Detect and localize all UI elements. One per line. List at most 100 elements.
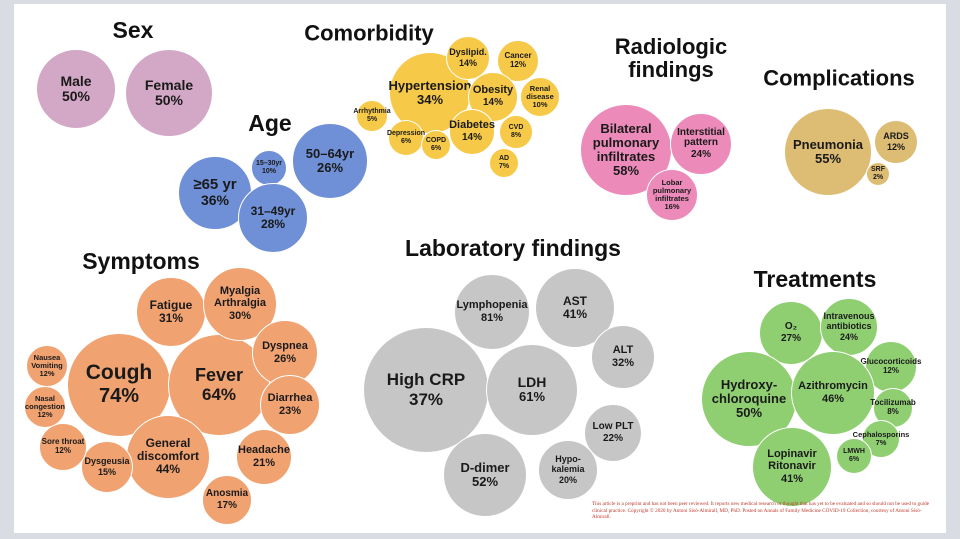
- laboratory-bubble-5: ALT 32%: [591, 325, 655, 389]
- symptoms-bubble-value: 12%: [37, 409, 53, 419]
- treatments-bubble-label: Lopinavir Ritonavir: [767, 447, 817, 472]
- symptoms-bubble-label: Dyspnea: [262, 339, 308, 352]
- age-bubble-3: 50–64yr 26%: [292, 123, 368, 199]
- radiologic-bubble-3: Lobar pulmonary infiltrates 16%: [646, 169, 698, 221]
- treatments-bubble-label: Cephalosporins: [852, 429, 910, 439]
- symptoms-bubble-8: General discomfort 44%: [126, 415, 210, 499]
- symptoms-bubble-value: 64%: [201, 385, 237, 405]
- treatments-bubble-5: Azithromycin 46%: [791, 351, 875, 435]
- comorbidity-bubble-value: 6%: [430, 144, 442, 152]
- radiologic-bubble-value: 58%: [612, 162, 640, 178]
- comorbidity-bubble-value: 6%: [400, 137, 412, 145]
- treatments-bubble-label: Azithromycin: [798, 379, 868, 392]
- complications-bubble-label: Pneumonia: [792, 136, 864, 152]
- symptoms-bubble-value: 26%: [273, 352, 297, 365]
- laboratory-bubble-label: LDH: [517, 374, 547, 391]
- complications-bubble-label: SRF: [871, 166, 885, 174]
- treatments-bubble-value: 24%: [839, 331, 858, 342]
- sex-bubble-2: Female 50%: [125, 49, 213, 137]
- comorbidity-bubble-11: AD 7%: [489, 148, 519, 178]
- symptoms-bubble-3: Fatigue 31%: [136, 277, 206, 347]
- symptoms-bubble-label: Nasal congestion: [25, 393, 66, 411]
- laboratory-bubble-value: 81%: [480, 311, 504, 324]
- comorbidity-bubble-label: Renal disease: [526, 83, 554, 101]
- age-bubble-value: 36%: [200, 192, 230, 209]
- treatments-bubble-2: Intravenous antibiotics 24%: [820, 298, 878, 356]
- comorbidity-bubble-9: Diabetes 14%: [449, 109, 495, 155]
- treatments-bubble-label: Intravenous antibiotics: [823, 311, 875, 331]
- laboratory-bubble-value: 20%: [558, 474, 577, 485]
- treatments-bubble-label: LMWH: [843, 448, 865, 456]
- treatments-bubble-value: 7%: [875, 437, 887, 447]
- laboratory-bubble-value: 32%: [611, 356, 635, 369]
- radiologic-bubble-value: 16%: [664, 201, 680, 211]
- comorbidity-bubble-value: 12%: [509, 59, 526, 69]
- age-bubble-4: 31–49yr 28%: [238, 183, 308, 253]
- comorbidity-bubble-label: Obesity: [472, 84, 514, 97]
- treatments-bubble-value: 27%: [780, 332, 801, 344]
- laboratory-bubble-value: 37%: [408, 389, 444, 409]
- complications-bubble-value: 12%: [886, 141, 905, 152]
- symptoms-bubble-value: 12%: [54, 445, 71, 455]
- complications-bubble-3: SRF 2%: [866, 162, 890, 186]
- age-bubble-label: 50–64yr: [305, 145, 355, 161]
- age-bubble-label: ≥65 yr: [193, 176, 237, 194]
- comorbidity-title: Comorbidity: [304, 20, 434, 46]
- laboratory-bubble-label: ALT: [612, 343, 634, 356]
- complications-title: Complications: [763, 65, 915, 91]
- complications-bubble-value: 55%: [814, 150, 842, 166]
- comorbidity-bubble-label: COPD: [425, 137, 447, 145]
- comorbidity-bubble-value: 5%: [366, 115, 378, 123]
- treatments-title: Treatments: [753, 265, 877, 292]
- treatments-bubble-8: LMWH 6%: [836, 438, 872, 474]
- symptoms-bubble-label: Sore throat: [41, 437, 85, 447]
- comorbidity-bubble-7: Depression 6%: [386, 120, 426, 156]
- treatments-bubble-label: Glucocorticoids: [860, 357, 922, 367]
- treatments-bubble-label: Hydroxy- chloroquine: [711, 376, 787, 406]
- age-title: Age: [248, 109, 292, 136]
- comorbidity-bubble-value: 14%: [482, 97, 503, 109]
- treatments-bubble-value: 12%: [882, 365, 899, 375]
- comorbidity-bubble-label: Cancer: [504, 51, 532, 61]
- laboratory-bubble-value: 22%: [602, 432, 623, 444]
- sex-bubble-value: 50%: [154, 91, 184, 108]
- radiologic-bubble-2: Interstitial pattern 24%: [670, 113, 732, 175]
- symptoms-bubble-label: Nausea Vomiting: [31, 352, 63, 370]
- radiologic-bubble-value: 24%: [690, 149, 711, 161]
- comorbidity-bubble-label: Hypertension: [388, 77, 472, 93]
- laboratory-bubble-4: LDH 61%: [486, 344, 578, 436]
- treatments-bubble-label: O₂: [784, 321, 798, 332]
- symptoms-bubble-value: 21%: [252, 456, 276, 469]
- symptoms-bubble-label: Myalgia Arthralgia: [214, 284, 266, 309]
- comorbidity-bubble-label: AD: [498, 155, 510, 163]
- laboratory-bubble-label: Hypo- kalemia: [551, 454, 585, 474]
- laboratory-title: Laboratory findings: [405, 234, 621, 261]
- treatments-bubble-value: 8%: [887, 406, 899, 416]
- age-bubble-value: 26%: [316, 159, 344, 175]
- radiologic-bubble-label: Bilateral pulmonary infiltrates: [592, 120, 660, 164]
- complications-bubble-label: ARDS: [883, 131, 909, 142]
- age-bubble-value: 10%: [261, 167, 276, 175]
- symptoms-bubble-value: 31%: [158, 310, 184, 325]
- comorbidity-bubble-label: CVD: [508, 124, 524, 132]
- sex-bubble-label: Female: [144, 76, 194, 93]
- comorbidity-bubble-10: CVD 8%: [499, 115, 533, 149]
- symptoms-bubble-label: Fever: [194, 364, 244, 385]
- laboratory-bubble-label: High CRP: [386, 370, 466, 390]
- symptoms-bubble-label: Diarrhea: [267, 391, 313, 404]
- symptoms-bubble-label: Cough: [85, 361, 153, 385]
- comorbidity-bubble-value: 8%: [510, 131, 522, 139]
- treatments-bubble-value: 50%: [735, 404, 763, 420]
- laboratory-bubble-label: AST: [563, 293, 587, 308]
- comorbidity-bubble-value: 10%: [532, 99, 548, 109]
- sex-bubble-label: Male: [60, 72, 92, 89]
- laboratory-bubble-6: Low PLT 22%: [584, 404, 642, 462]
- age-bubble-value: 28%: [260, 216, 286, 231]
- treatments-bubble-1: O₂ 27%: [759, 301, 823, 365]
- treatments-bubble-value: 6%: [848, 455, 860, 463]
- laboratory-bubble-label: Lymphopenia: [456, 298, 528, 311]
- comorbidity-bubble-label: Depression: [386, 130, 426, 138]
- laboratory-bubble-3: High CRP 37%: [363, 327, 489, 453]
- radiologic-title: Radiologic findings: [614, 33, 728, 82]
- symptoms-bubble-label: Fatigue: [149, 297, 193, 312]
